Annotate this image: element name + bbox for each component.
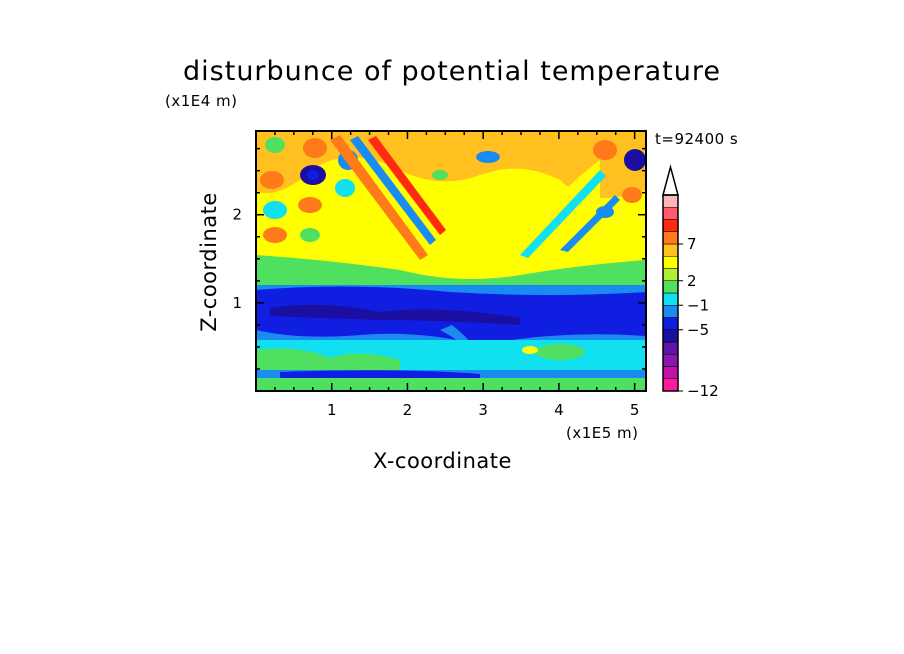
wave-cell [303, 138, 327, 158]
diagonal-streak [350, 136, 436, 245]
colorbar-swatch [662, 219, 679, 232]
colorbar-swatch [662, 341, 679, 355]
y-axis-ticks: 12 [232, 147, 646, 370]
colorbar-swatch [662, 329, 679, 343]
x-axis-unit: (x1E5 m) [566, 424, 639, 442]
wave-cell [593, 140, 617, 160]
wave-cell [432, 170, 448, 180]
chart-title: disturbunce of potential temperature [183, 56, 721, 87]
colorbar-label: −5 [687, 321, 709, 339]
y-axis-unit: (x1E4 m) [165, 92, 238, 110]
x-tick-label: 4 [554, 401, 564, 419]
colorbar-swatch [662, 317, 679, 330]
colorbar-label: 2 [687, 272, 697, 290]
center-yellow-wedge [380, 160, 600, 290]
bottom-green-strip [256, 378, 646, 391]
contour-field [256, 131, 646, 391]
wave-cell [596, 206, 614, 218]
bottom-dark-strip [280, 370, 480, 378]
upper-orange-patch [256, 131, 646, 198]
colorbar-swatch [662, 194, 679, 208]
diagonal-streak [520, 170, 606, 258]
x-tick-label: 3 [478, 401, 488, 419]
colorbar: 7 2 −1 −5 −12 [662, 164, 719, 400]
colorbar-swatch [662, 231, 679, 245]
dark-blue-core [270, 304, 520, 325]
colorbar-label: −1 [687, 296, 709, 314]
colorbar-swatch [662, 207, 679, 220]
colorbar-swatch [662, 280, 679, 294]
colorbar-swatch [662, 292, 679, 306]
wave-cell [300, 228, 320, 242]
x-axis-label: X-coordinate [373, 449, 512, 473]
wave-cell [307, 170, 319, 180]
wave-cell [265, 137, 285, 153]
wave-cell [263, 201, 287, 219]
plot-frame [255, 130, 647, 392]
wave-cell [624, 149, 646, 171]
wave-cell [263, 227, 287, 243]
colorbar-swatch [662, 366, 679, 379]
time-label: t=92400 s [655, 130, 739, 148]
wave-cell [298, 197, 322, 213]
colorbar-swatch [662, 268, 679, 281]
colorbar-swatch [662, 354, 679, 367]
colorbar-swatch [662, 256, 679, 269]
x-tick-label: 5 [630, 401, 640, 419]
x-tick-label: 1 [327, 401, 337, 419]
wave-cell [260, 171, 284, 189]
x-tick-label: 2 [403, 401, 413, 419]
diagonal-streak [368, 136, 446, 235]
y-tick-label: 2 [232, 206, 242, 224]
colorbar-swatch [662, 243, 679, 257]
diagonal-streak [330, 135, 428, 260]
colorbar-swatch [662, 305, 679, 318]
y-tick-label: 1 [232, 294, 242, 312]
colorbar-label: 7 [687, 235, 697, 253]
wave-cell [335, 179, 355, 197]
x-axis-ticks: 1 2 3 4 5 [274, 131, 640, 419]
colorbar-frame [662, 194, 679, 392]
lower-green-patches [256, 348, 400, 372]
lower-patch [522, 346, 538, 354]
colorbar-arrow [662, 164, 679, 196]
colorbar-label: −12 [687, 382, 719, 400]
wave-cell [622, 187, 642, 203]
colorbar-swatch [662, 378, 679, 392]
wave-cell [476, 151, 500, 163]
lower-patch [535, 344, 585, 360]
